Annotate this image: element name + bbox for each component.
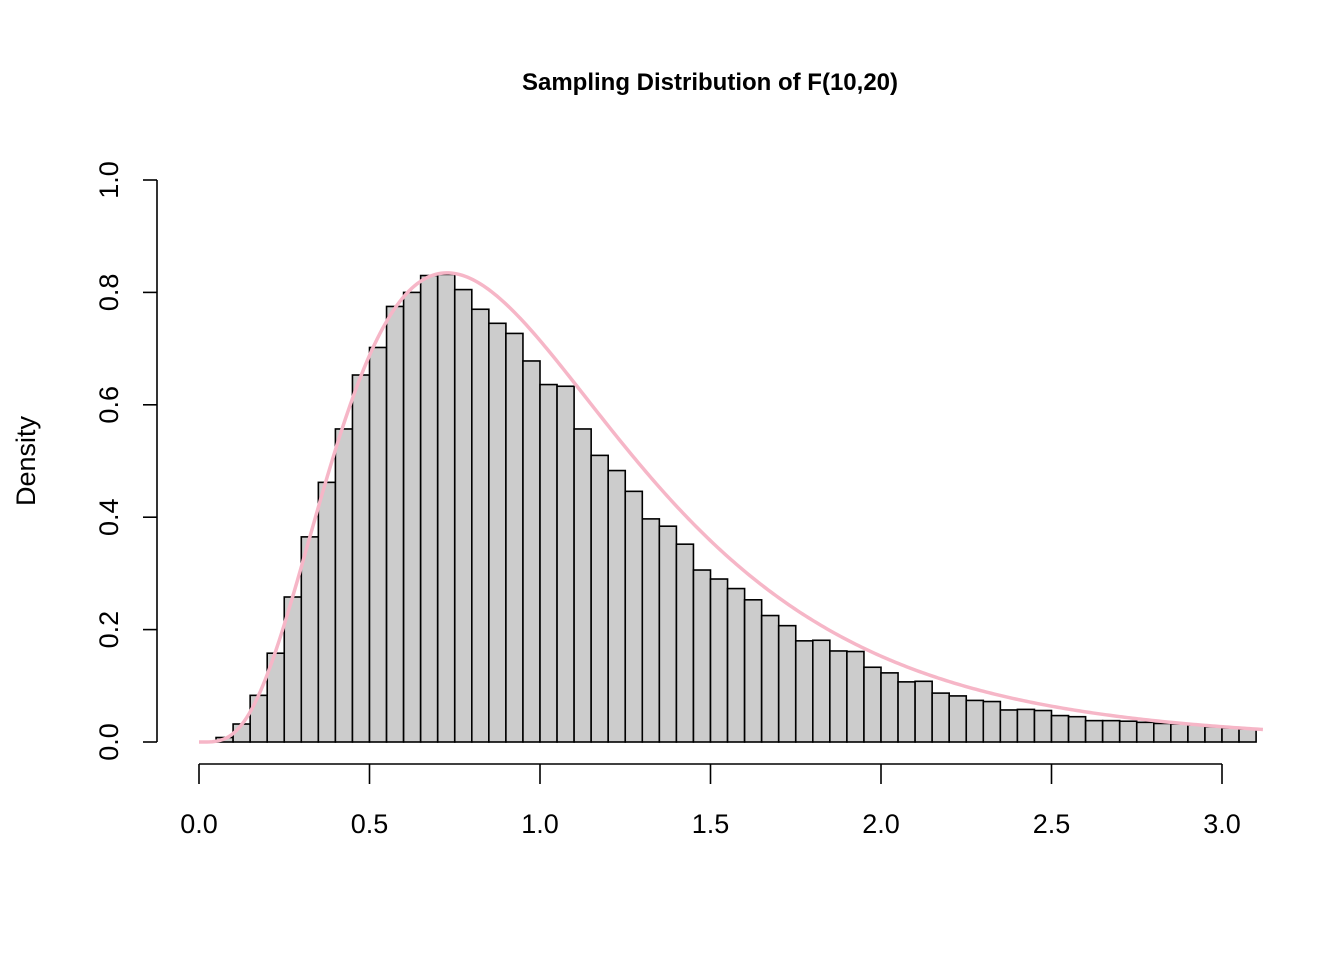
y-axis-label: Density	[11, 415, 41, 506]
histogram-bar	[948, 695, 968, 743]
histogram-bar	[846, 650, 865, 743]
histogram-bar	[1033, 709, 1053, 743]
histogram-bar	[300, 536, 320, 743]
histogram-bar	[829, 650, 848, 743]
x-tick-label: 1.5	[692, 809, 730, 839]
y-tick-label: 0.8	[94, 274, 124, 312]
x-tick-label: 3.0	[1203, 809, 1241, 839]
histogram-bar	[488, 322, 507, 743]
y-tick-label: 1.0	[94, 161, 124, 199]
x-tick-label: 0.5	[351, 809, 389, 839]
histogram-bar	[317, 481, 337, 743]
chart-title: Sampling Distribution of F(10,20)	[522, 69, 898, 96]
histogram-bar	[760, 614, 780, 743]
histogram-bar	[1238, 728, 1257, 743]
histogram-bar	[743, 599, 763, 743]
histogram-bar	[931, 692, 951, 743]
histogram-bar	[897, 681, 916, 743]
histogram-bar	[1067, 715, 1087, 743]
histogram-bar	[573, 428, 592, 743]
histogram-bar	[709, 578, 729, 743]
histogram-bars	[215, 273, 1257, 743]
histogram-bar	[436, 273, 456, 743]
histogram-bar	[590, 454, 610, 743]
histogram-bar	[1050, 714, 1070, 743]
histogram-bar	[1204, 726, 1223, 743]
y-axis: 0.0 0.2 0.4 0.6 0.8 1.0	[94, 161, 158, 761]
histogram-bar	[624, 490, 644, 743]
histogram-bar	[1170, 723, 1189, 743]
histogram-bar	[1084, 719, 1104, 743]
y-tick-label: 0.6	[94, 386, 124, 424]
x-tick-label: 0.0	[180, 809, 218, 839]
histogram-bar	[1187, 724, 1206, 743]
y-tick-label: 0.4	[94, 498, 124, 536]
histogram-bar	[675, 543, 695, 743]
histogram-bar	[914, 680, 933, 743]
histogram-bar	[402, 291, 422, 743]
y-tick-label: 0.0	[94, 723, 124, 761]
histogram-bar	[470, 308, 490, 743]
histogram-bar	[1135, 721, 1155, 743]
histogram-bar	[965, 699, 985, 743]
histogram-bar	[539, 383, 558, 743]
histogram-bar	[385, 305, 405, 743]
histogram-bar	[453, 288, 473, 743]
histogram-bar	[658, 525, 678, 743]
histogram-bar	[368, 346, 388, 743]
histogram-bar	[351, 374, 371, 743]
histogram-bar	[419, 274, 439, 743]
histogram-bar	[522, 360, 541, 743]
histogram-bar	[641, 518, 661, 743]
histogram-bar	[1016, 708, 1036, 743]
histogram-bar	[1101, 719, 1121, 743]
x-tick-label: 1.0	[521, 809, 559, 839]
histogram-bar	[505, 332, 524, 743]
histogram-bar	[863, 666, 882, 743]
histogram-bar	[982, 700, 1002, 743]
histogram-bar	[556, 385, 575, 743]
histogram-bar	[1221, 727, 1240, 743]
histogram-bar	[249, 694, 268, 743]
histogram-bar	[1153, 722, 1172, 743]
histogram-bar	[692, 569, 712, 743]
x-tick-label: 2.0	[862, 809, 900, 839]
histogram-bar	[811, 639, 831, 743]
histogram-bar	[726, 587, 746, 743]
histogram-bar	[880, 672, 899, 743]
histogram-bar	[334, 428, 354, 743]
histogram-bar	[999, 709, 1019, 743]
density-curve	[199, 271, 1264, 744]
x-tick-label: 2.5	[1033, 809, 1071, 839]
histogram-bar	[607, 469, 627, 743]
histogram-bar	[1118, 720, 1138, 743]
histogram-bar	[777, 624, 797, 743]
histogram-bar	[794, 640, 814, 743]
y-tick-label: 0.2	[94, 611, 124, 649]
x-axis: 0.0 0.5 1.0 1.5 2.0 2.5 3.0	[180, 763, 1241, 839]
